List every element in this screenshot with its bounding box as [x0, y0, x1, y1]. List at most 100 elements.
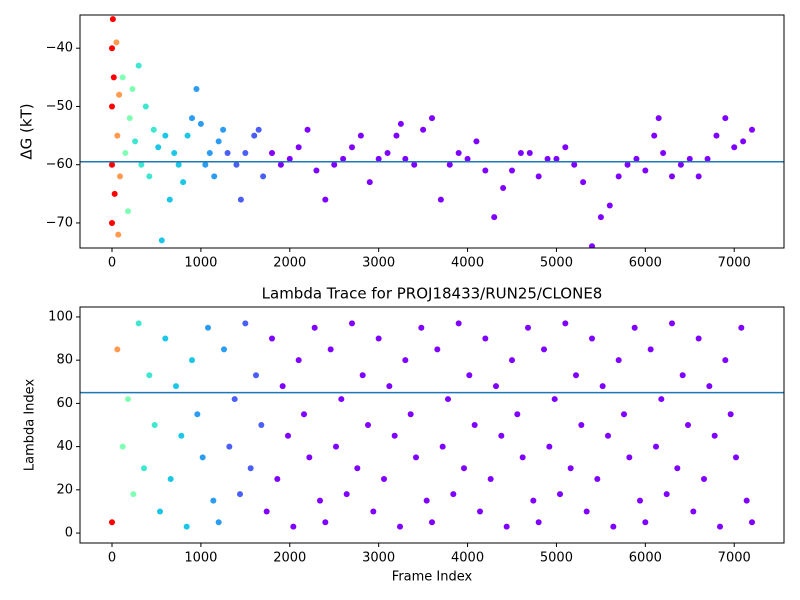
point — [142, 103, 149, 110]
point — [224, 150, 231, 157]
point — [397, 523, 403, 530]
point — [166, 196, 173, 203]
point — [184, 132, 191, 139]
point — [606, 202, 613, 209]
chart-title: Lambda Trace for PROJ18433/RUN25/CLONE8 — [262, 285, 603, 303]
point — [503, 523, 510, 530]
point — [562, 144, 569, 151]
point — [517, 150, 524, 157]
point — [397, 120, 404, 127]
point — [311, 324, 318, 331]
point — [269, 150, 275, 157]
point — [605, 432, 611, 439]
point — [655, 115, 662, 122]
point — [205, 324, 211, 331]
point — [211, 173, 218, 180]
point — [571, 161, 578, 168]
point — [114, 132, 121, 139]
point — [535, 519, 542, 526]
point — [333, 443, 339, 450]
point — [132, 138, 139, 145]
x-tick-label: 3000 — [362, 551, 395, 566]
point — [514, 411, 521, 418]
point — [493, 383, 499, 390]
x-tick-label: 4000 — [451, 256, 484, 271]
point — [446, 161, 453, 168]
point — [158, 237, 165, 244]
point — [525, 324, 531, 331]
point — [722, 115, 729, 122]
point — [193, 85, 200, 92]
point — [669, 320, 675, 327]
y-tick-label: 40 — [56, 439, 73, 454]
point — [116, 91, 123, 98]
point — [434, 346, 441, 353]
y-tick-label: 80 — [56, 353, 73, 368]
y-tick-label: −60 — [46, 157, 73, 172]
point — [589, 243, 595, 248]
point — [610, 523, 617, 530]
point — [171, 150, 178, 157]
point — [199, 454, 206, 461]
point — [624, 161, 631, 168]
point — [357, 132, 364, 139]
point — [117, 173, 123, 180]
point — [717, 523, 723, 530]
point — [544, 155, 551, 162]
point — [615, 173, 622, 180]
point — [251, 132, 258, 139]
point — [473, 138, 480, 145]
x-axis-label: Frame Index — [392, 570, 473, 585]
point — [109, 45, 115, 52]
point — [162, 132, 169, 139]
point — [455, 320, 462, 327]
point — [286, 155, 293, 162]
x-tick-label: 2000 — [273, 551, 306, 566]
point — [150, 126, 157, 133]
point — [384, 150, 391, 157]
point — [122, 150, 129, 157]
point — [519, 454, 526, 461]
y-axis-label: Lambda Index — [23, 379, 38, 472]
point — [359, 372, 366, 379]
point — [621, 411, 627, 418]
y-tick-label: 60 — [56, 396, 73, 411]
point — [482, 167, 489, 174]
point — [482, 335, 489, 342]
point — [119, 74, 126, 81]
point — [138, 161, 145, 168]
y-tick-label: −40 — [46, 41, 73, 56]
point — [237, 491, 243, 498]
point — [113, 39, 120, 46]
point — [340, 155, 347, 162]
point — [135, 320, 142, 327]
point — [526, 150, 533, 157]
point — [437, 196, 444, 203]
point — [391, 432, 398, 439]
point — [557, 491, 563, 498]
point — [713, 132, 720, 139]
point — [589, 335, 595, 342]
point — [295, 144, 302, 151]
point — [260, 173, 267, 180]
point — [173, 383, 179, 390]
point — [157, 508, 163, 515]
point — [500, 185, 507, 192]
point — [631, 324, 638, 331]
x-tick-label: 5000 — [540, 256, 573, 271]
point — [711, 432, 718, 439]
point — [151, 422, 158, 428]
point — [180, 179, 187, 186]
point — [642, 519, 649, 526]
point — [306, 454, 313, 461]
point — [119, 443, 126, 450]
point — [331, 161, 338, 168]
y-tick-label: 20 — [56, 482, 73, 497]
point — [679, 372, 686, 379]
point — [733, 454, 739, 461]
point — [255, 126, 262, 133]
point — [429, 519, 435, 526]
point — [706, 383, 713, 390]
point — [206, 150, 213, 157]
